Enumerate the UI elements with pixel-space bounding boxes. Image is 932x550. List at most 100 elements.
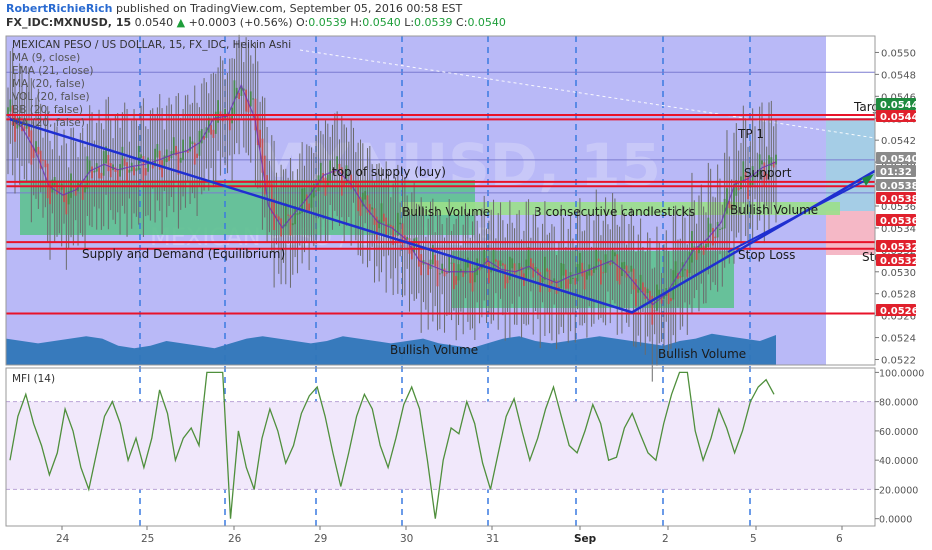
price-tag-bg-3 xyxy=(876,165,916,177)
price-tick-label-2: 0.0546 xyxy=(881,92,916,103)
candle-body xyxy=(58,188,61,192)
candle-body xyxy=(558,287,560,290)
mfi-tick-label-2: 60.0000 xyxy=(879,427,918,438)
candle-body xyxy=(450,262,453,264)
candle-body xyxy=(441,263,444,274)
candle-body xyxy=(128,169,131,173)
candle-body xyxy=(651,295,654,325)
publish-text: published on TradingView.com, September … xyxy=(115,2,463,15)
price-tag-bg-2 xyxy=(876,152,916,164)
candle-body xyxy=(142,156,145,181)
candle-body xyxy=(579,253,581,273)
publish-line: RobertRichieRich published on TradingVie… xyxy=(6,2,462,15)
candle-body xyxy=(543,256,546,280)
candle-body xyxy=(366,195,369,213)
candle-body xyxy=(695,246,698,260)
time-tick-label-8: 5 xyxy=(750,533,757,545)
candle-body xyxy=(81,185,84,200)
author-link[interactable]: RobertRichieRich xyxy=(6,2,113,15)
candle-body xyxy=(616,254,619,281)
candle-body xyxy=(315,190,318,192)
candle-body xyxy=(600,260,602,285)
price-tag-bg-6 xyxy=(876,214,916,226)
candle-body xyxy=(263,155,266,195)
candle-body xyxy=(576,264,579,282)
high-value: 0.0540 xyxy=(362,16,401,29)
bb-upper-dotted xyxy=(299,49,876,139)
candle-body xyxy=(593,266,595,273)
candle-body xyxy=(406,236,409,240)
candle-body xyxy=(494,259,497,262)
candle-body xyxy=(754,175,756,177)
annotation-8: Stop Loss xyxy=(738,248,795,262)
candle-body xyxy=(357,183,360,212)
candle-body xyxy=(154,148,156,167)
annotation-7: Supply and Demand (Equilibrium) xyxy=(82,247,285,261)
candle-body xyxy=(30,130,33,165)
candle-body xyxy=(186,149,189,153)
candle-body xyxy=(459,268,462,273)
candle-body xyxy=(560,262,563,289)
candle-body xyxy=(86,156,89,189)
candle-body xyxy=(74,186,77,196)
candle-body xyxy=(487,261,490,284)
candle-body xyxy=(529,258,532,269)
price-tag-bg-0 xyxy=(876,98,916,110)
time-tick-label-6: Sep xyxy=(574,533,597,545)
candle-body xyxy=(536,268,539,276)
price-tag-7: 0.0532 xyxy=(880,242,919,253)
annotation-4: Bullish Volume xyxy=(402,205,490,219)
candle-body xyxy=(527,247,530,270)
time-tick-label-0: 24 xyxy=(56,533,70,545)
candle-body xyxy=(452,263,455,290)
price-tag-4: 0.0538 xyxy=(880,181,919,192)
price-tag-0: 0.0544 xyxy=(880,100,919,111)
mfi-line xyxy=(9,371,775,519)
candle-body xyxy=(686,269,689,277)
candle-body xyxy=(462,270,465,277)
candle-body xyxy=(595,247,598,270)
candle-body xyxy=(98,167,100,179)
candle-body xyxy=(42,159,44,161)
candle-body xyxy=(772,161,775,168)
candle-body xyxy=(284,202,287,227)
candle-body xyxy=(469,262,472,284)
candle-body xyxy=(105,146,107,164)
candle-body xyxy=(301,188,304,213)
candle-body xyxy=(483,249,486,267)
price-tag-bg-4 xyxy=(876,179,916,191)
candle-body xyxy=(354,181,357,185)
candle-body xyxy=(343,181,346,187)
candle-body xyxy=(140,154,142,158)
candle-body xyxy=(345,165,348,184)
price-tag-8: 0.0532 xyxy=(880,256,919,267)
candle-body xyxy=(744,172,747,181)
mfi-band xyxy=(6,401,875,490)
candle-body xyxy=(378,219,381,229)
candle-body xyxy=(646,288,649,294)
stop-zone xyxy=(826,211,875,255)
candle-body xyxy=(291,223,294,226)
candle-body xyxy=(667,292,670,305)
annotation-1: Targ xyxy=(853,100,879,114)
candle-body xyxy=(551,280,553,284)
volume-histogram xyxy=(6,333,776,365)
candle-body xyxy=(396,212,399,236)
candle-body xyxy=(88,160,91,173)
candle-body xyxy=(37,146,40,155)
candle-body xyxy=(775,154,777,165)
candle-body xyxy=(308,203,311,212)
main-pane-border xyxy=(5,35,876,366)
candle-body xyxy=(338,163,341,171)
candle-body xyxy=(287,214,290,216)
candle-body xyxy=(504,264,507,289)
candle-body xyxy=(586,271,588,280)
candle-body xyxy=(420,254,423,276)
candle-body xyxy=(770,157,773,166)
annotation-3: Support xyxy=(744,166,792,180)
candle-body xyxy=(280,218,283,237)
candle-body xyxy=(259,129,262,148)
price-tag-bg-5 xyxy=(876,192,916,204)
mfi-tick-label-5: 0.0000 xyxy=(879,515,912,526)
